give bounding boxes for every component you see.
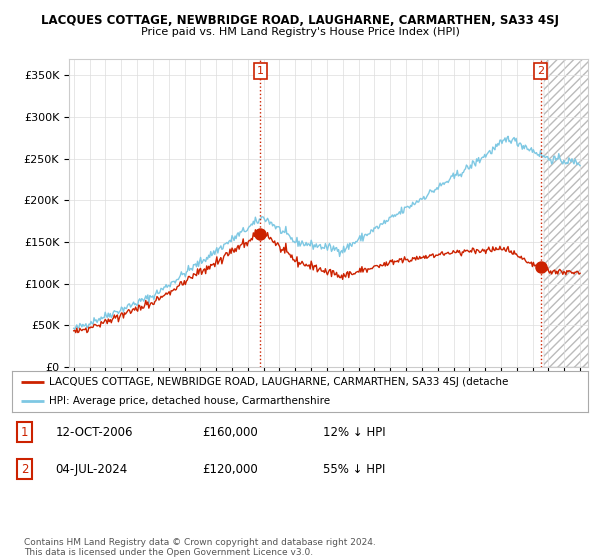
Text: 55% ↓ HPI: 55% ↓ HPI (323, 463, 385, 476)
Text: 1: 1 (21, 426, 28, 439)
Text: Contains HM Land Registry data © Crown copyright and database right 2024.
This d: Contains HM Land Registry data © Crown c… (24, 538, 376, 557)
Text: 1: 1 (257, 66, 264, 76)
Text: £160,000: £160,000 (202, 426, 258, 439)
Text: 12% ↓ HPI: 12% ↓ HPI (323, 426, 386, 439)
Text: 12-OCT-2006: 12-OCT-2006 (55, 426, 133, 439)
Text: Price paid vs. HM Land Registry's House Price Index (HPI): Price paid vs. HM Land Registry's House … (140, 27, 460, 37)
Text: LACQUES COTTAGE, NEWBRIDGE ROAD, LAUGHARNE, CARMARTHEN, SA33 4SJ: LACQUES COTTAGE, NEWBRIDGE ROAD, LAUGHAR… (41, 14, 559, 27)
Text: LACQUES COTTAGE, NEWBRIDGE ROAD, LAUGHARNE, CARMARTHEN, SA33 4SJ (detache: LACQUES COTTAGE, NEWBRIDGE ROAD, LAUGHAR… (49, 377, 509, 387)
Bar (544, 59, 596, 367)
Text: 04-JUL-2024: 04-JUL-2024 (55, 463, 127, 476)
Text: 2: 2 (537, 66, 544, 76)
Text: £120,000: £120,000 (202, 463, 258, 476)
Text: HPI: Average price, detached house, Carmarthenshire: HPI: Average price, detached house, Carm… (49, 396, 331, 405)
Text: 2: 2 (21, 463, 28, 476)
